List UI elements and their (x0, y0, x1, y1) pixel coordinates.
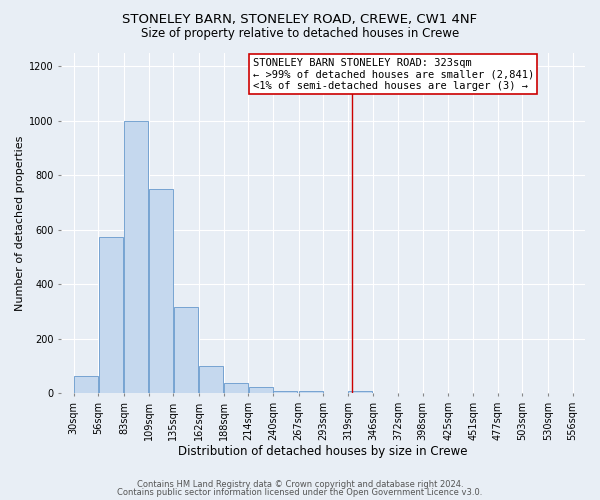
Bar (348, 390, 372, 394)
Bar (98, 236, 123, 394)
X-axis label: Distribution of detached houses by size in Crewe: Distribution of detached houses by size … (178, 444, 468, 458)
Text: STONELEY BARN STONELEY ROAD: 323sqm
← >99% of detached houses are smaller (2,841: STONELEY BARN STONELEY ROAD: 323sqm ← >9… (253, 58, 534, 91)
Bar (124, 120, 148, 394)
Bar (224, 383, 248, 394)
Bar (173, 308, 198, 394)
Bar (299, 391, 323, 394)
Y-axis label: Number of detached properties: Number of detached properties (15, 135, 25, 310)
Text: Contains public sector information licensed under the Open Government Licence v3: Contains public sector information licen… (118, 488, 482, 497)
Bar (74, 376, 98, 394)
Text: Size of property relative to detached houses in Crewe: Size of property relative to detached ho… (141, 28, 459, 40)
Bar (248, 388, 273, 394)
Bar (149, 190, 173, 394)
Bar (199, 366, 223, 394)
Bar (273, 390, 298, 394)
Text: Contains HM Land Registry data © Crown copyright and database right 2024.: Contains HM Land Registry data © Crown c… (137, 480, 463, 489)
Text: STONELEY BARN, STONELEY ROAD, CREWE, CW1 4NF: STONELEY BARN, STONELEY ROAD, CREWE, CW1… (122, 12, 478, 26)
